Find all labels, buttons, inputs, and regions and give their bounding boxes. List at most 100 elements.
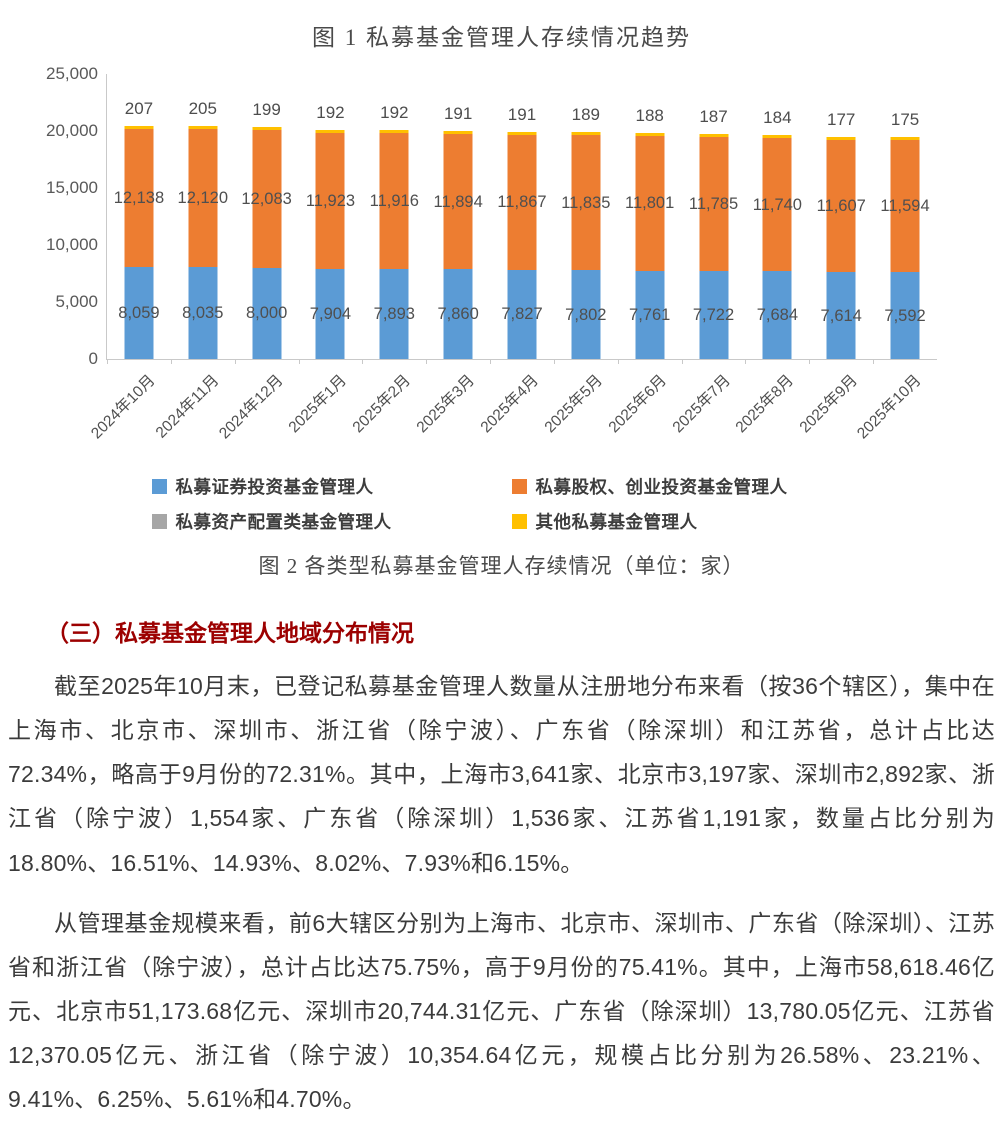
bar-stack <box>124 125 154 359</box>
segment-securities <box>571 270 601 359</box>
equity-value-label: 11,607 <box>816 197 866 216</box>
x-axis-tick <box>490 359 492 364</box>
segment-other <box>571 132 601 136</box>
segment-securities <box>635 270 665 359</box>
segment-securities <box>699 270 729 359</box>
segment-equity-vc <box>826 139 856 273</box>
legend-swatch-icon <box>151 514 167 529</box>
segment-equity-vc <box>890 140 920 273</box>
segment-other <box>315 129 345 133</box>
bar-stack <box>188 126 218 359</box>
other-value-label: 199 <box>252 100 281 120</box>
segment-securities <box>890 272 920 359</box>
figure1-title: 图 1 私募基金管理人存续情况趋势 <box>312 25 691 50</box>
securities-value-label: 8,035 <box>182 304 224 323</box>
y-axis: 0 5,000 10,000 15,000 20,000 25,000 <box>18 64 106 368</box>
bar-column: 205 12,120 8,035 2024年11月 <box>153 74 235 441</box>
legend-item: 其他私募基金管理人 <box>511 509 872 534</box>
segment-other <box>124 125 154 129</box>
x-axis-tick <box>234 359 236 364</box>
bar-stack <box>507 131 537 359</box>
equity-value-label: 11,785 <box>688 194 739 213</box>
equity-value-label: 11,594 <box>880 197 930 216</box>
bar-stack <box>699 133 729 359</box>
segment-other <box>507 131 537 135</box>
securities-value-label: 7,893 <box>373 305 415 324</box>
segment-securities <box>188 267 218 359</box>
chart-legend: 私募证券投资基金管理人 私募股权、创业投资基金管理人 私募资产配置类基金管理人 其他私… <box>132 474 872 534</box>
x-axis-tick <box>426 359 428 364</box>
segment-securities <box>507 269 537 359</box>
segment-equity-vc <box>379 133 409 270</box>
y-axis-tick-label: 25,000 <box>46 64 98 83</box>
equity-value-label: 11,867 <box>497 193 547 212</box>
segment-securities <box>315 268 345 359</box>
securities-value-label: 7,614 <box>820 306 862 325</box>
plot-area: 207 12,138 8,059 2024年10月 205 12,120 8,035 2024… <box>88 74 937 443</box>
equity-value-label: 12,083 <box>241 189 292 208</box>
other-value-label: 175 <box>890 110 920 130</box>
segment-other <box>826 136 856 140</box>
securities-value-label: 8,059 <box>118 304 160 323</box>
bar-stack <box>762 134 792 359</box>
securities-value-label: 7,802 <box>565 305 607 324</box>
bar-column: 199 12,083 8,000 2024年12月 <box>216 74 299 442</box>
bar-column: 188 11,801 7,761 2025年6月 <box>605 74 682 436</box>
other-value-label: 205 <box>188 99 217 119</box>
equity-value-label: 11,835 <box>561 193 611 212</box>
legend-label: 私募股权、创业投资基金管理人 <box>535 477 788 497</box>
stacked-bar-chart: 0 5,000 10,000 15,000 20,000 25,000 207 12,138… <box>0 64 1003 468</box>
other-value-label: 207 <box>124 98 154 118</box>
y-axis-tick-label: 15,000 <box>46 178 98 197</box>
bar-column: 189 11,835 7,802 2025年5月 <box>541 74 618 436</box>
legend-label: 私募证券投资基金管理人 <box>175 477 374 497</box>
x-axis-tick <box>298 359 300 364</box>
x-axis-tick <box>681 359 683 364</box>
equity-value-label: 11,923 <box>305 191 356 210</box>
segment-other <box>699 133 729 137</box>
segment-securities <box>443 269 473 359</box>
bar-column: 187 11,785 7,722 2025年7月 <box>669 74 746 437</box>
segment-equity-vc <box>762 137 792 272</box>
segment-equity-vc <box>315 132 345 269</box>
x-axis-tick <box>107 359 108 364</box>
bar-column: 207 12,138 8,059 2024年10月 <box>88 74 171 443</box>
x-axis-tick <box>553 359 555 364</box>
other-value-label: 177 <box>827 109 856 129</box>
figure2-caption: 图 2 各类型私募基金管理人存续情况（单位：家） <box>258 554 745 578</box>
segment-equity-vc <box>188 129 218 268</box>
segment-equity-vc <box>507 134 537 270</box>
other-value-label: 187 <box>699 106 728 126</box>
securities-value-label: 7,592 <box>884 306 926 325</box>
legend-label: 其他私募基金管理人 <box>535 512 698 532</box>
other-value-label: 184 <box>763 107 792 127</box>
bar-column: 191 11,867 7,827 2025年4月 <box>478 74 554 437</box>
segment-other <box>252 127 282 131</box>
bar-column: 191 11,894 7,860 2025年3月 <box>414 74 490 436</box>
segment-equity-vc <box>635 136 665 271</box>
bar-column: 175 11,594 7,592 2025年10月 <box>854 74 937 442</box>
x-axis-tick <box>170 359 172 364</box>
segment-other <box>890 137 920 141</box>
bar-column: 184 11,740 7,684 2025年8月 <box>733 74 809 437</box>
segment-equity-vc <box>571 135 601 271</box>
segment-securities <box>762 271 792 359</box>
segment-other <box>188 126 218 130</box>
equity-value-label: 11,740 <box>752 195 802 214</box>
paragraph-region-distribution: 截至2025年10月末，已登记私募基金管理人数量从注册地分布来看（按36个辖区）… <box>8 673 995 876</box>
bar-stack <box>571 132 601 359</box>
securities-value-label: 7,827 <box>501 305 543 324</box>
segment-other <box>443 130 473 134</box>
segment-other <box>379 130 409 134</box>
equity-value-label: 11,894 <box>433 192 483 211</box>
segment-securities <box>124 267 154 359</box>
segment-equity-vc <box>443 133 473 270</box>
segment-securities <box>826 272 856 359</box>
equity-value-label: 12,120 <box>177 189 228 208</box>
section-heading: （三）私募基金管理人地域分布情况 <box>46 620 414 646</box>
segment-other <box>635 133 665 136</box>
x-axis-tick <box>745 359 747 364</box>
bar-stack <box>890 137 920 359</box>
securities-value-label: 7,722 <box>692 306 735 324</box>
y-axis-tick-label: 10,000 <box>46 235 98 254</box>
